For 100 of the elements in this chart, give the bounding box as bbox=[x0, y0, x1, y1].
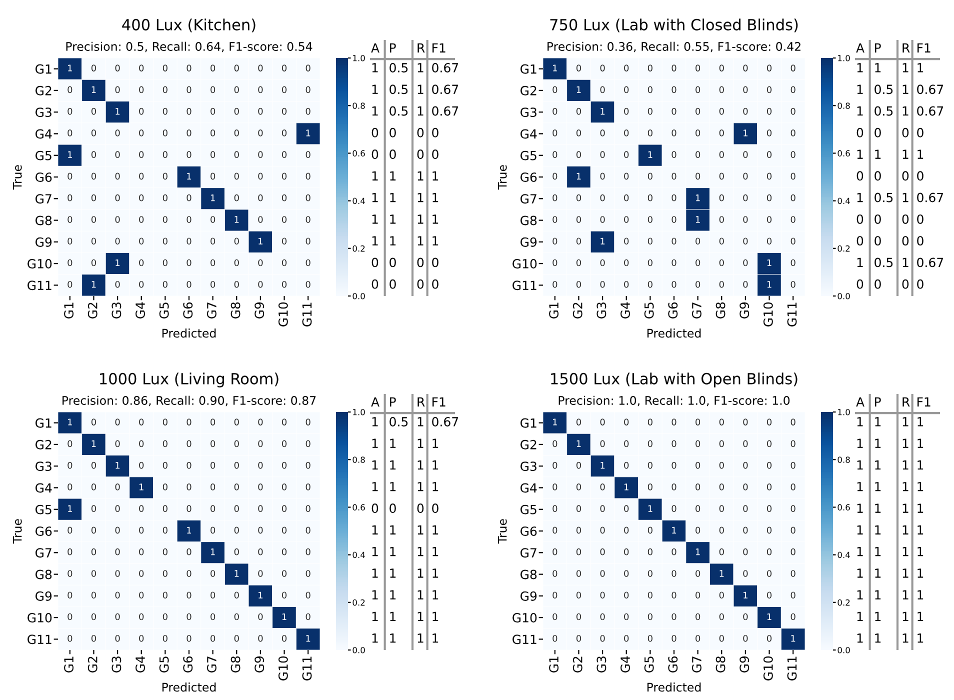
data-label: 0 bbox=[624, 280, 629, 288]
data-label: 0 bbox=[68, 194, 72, 202]
x-tick-label: G2 bbox=[572, 656, 582, 672]
data-label: 0 bbox=[576, 64, 581, 72]
data-label: 0 bbox=[600, 484, 605, 490]
text: 1 bbox=[418, 171, 424, 180]
data-label: 0 bbox=[576, 570, 581, 577]
color-bar-label: 0.6 bbox=[352, 150, 365, 156]
data-label: 0 bbox=[306, 613, 310, 620]
data-label: 0 bbox=[766, 130, 772, 136]
text: 0 bbox=[902, 214, 909, 224]
data-label: 0 bbox=[624, 505, 629, 512]
data-label: 0 bbox=[210, 280, 216, 288]
data-label: 0 bbox=[600, 570, 605, 577]
text: 0.67 bbox=[432, 416, 458, 426]
category-label: P bbox=[390, 43, 396, 52]
data-label: 0 bbox=[648, 64, 652, 72]
text: 1 bbox=[432, 482, 438, 492]
data-label: 0 bbox=[210, 64, 216, 72]
data-label: 0 bbox=[282, 526, 287, 534]
data-label: 0 bbox=[600, 86, 605, 94]
text: 1 bbox=[432, 438, 438, 448]
data-label: 0 bbox=[115, 505, 120, 512]
text: 1 bbox=[390, 525, 396, 534]
data-label: 0 bbox=[186, 216, 192, 223]
data-label: 0 bbox=[672, 613, 676, 620]
x-tick-label: G2 bbox=[88, 302, 98, 318]
data-label: 0 bbox=[282, 194, 287, 202]
data-label: 0 bbox=[672, 505, 676, 512]
text: 0 bbox=[874, 171, 881, 181]
data-label: 0 bbox=[258, 526, 263, 534]
data-label: 0 bbox=[790, 462, 796, 469]
data-label: 0 bbox=[790, 259, 796, 266]
data-label: 0 bbox=[624, 548, 629, 556]
data-label: 0 bbox=[282, 238, 287, 245]
x-tick-label: G1 bbox=[64, 656, 74, 672]
text: 1 bbox=[857, 525, 863, 534]
text: 1 bbox=[875, 63, 881, 72]
text: 1 bbox=[918, 590, 924, 600]
data-label: 0 bbox=[91, 462, 96, 469]
data-label: 0 bbox=[743, 194, 748, 202]
x-axis-title: Predicted bbox=[162, 328, 216, 338]
data-label: 0 bbox=[766, 418, 772, 426]
text: 1 bbox=[857, 84, 863, 94]
data-label: 0 bbox=[162, 440, 168, 448]
x-tick-label: G4 bbox=[136, 656, 145, 672]
text: 1 bbox=[857, 634, 863, 643]
data-label: 0 bbox=[234, 526, 239, 534]
text: 1 bbox=[902, 590, 908, 600]
y-axis-title: True bbox=[498, 165, 507, 190]
category-label: F1 bbox=[918, 397, 930, 406]
data-label: 0 bbox=[743, 484, 748, 490]
data-label: 0 bbox=[186, 130, 192, 136]
data-label: 0 bbox=[719, 172, 724, 180]
data-label: 0 bbox=[186, 259, 192, 266]
text: 1 bbox=[918, 612, 924, 621]
text: 1 bbox=[918, 417, 924, 426]
data-label: 0 bbox=[139, 259, 144, 266]
data-label: 0 bbox=[68, 570, 72, 577]
y-tick-label: G3 bbox=[520, 462, 536, 472]
data-label: 0 bbox=[648, 108, 652, 115]
text: 0 bbox=[917, 279, 924, 289]
data-label: 1 bbox=[696, 548, 700, 556]
text: 1 bbox=[875, 525, 881, 534]
data-label: 0 bbox=[576, 592, 581, 599]
data-label: 0 bbox=[648, 280, 652, 288]
text: 0 bbox=[874, 214, 881, 224]
data-label: 0 bbox=[210, 440, 216, 448]
data-label: 0 bbox=[600, 172, 605, 180]
x-tick-label: G3 bbox=[596, 656, 606, 672]
data-label: 0 bbox=[600, 613, 605, 620]
data-label: 0 bbox=[186, 570, 192, 577]
data-label: 0 bbox=[552, 280, 558, 288]
text: 1 bbox=[875, 546, 881, 556]
data-label: 0 bbox=[139, 440, 144, 448]
x-tick-label: G1 bbox=[64, 302, 74, 318]
data-label: 0 bbox=[600, 259, 605, 266]
data-label: 0 bbox=[672, 64, 676, 72]
text: 0.5 bbox=[390, 106, 408, 116]
text: 1 bbox=[418, 460, 424, 470]
data-label: 0 bbox=[306, 440, 310, 448]
data-label: 0 bbox=[552, 130, 558, 136]
x-tick-label: G6 bbox=[183, 302, 193, 318]
text: 0 bbox=[874, 128, 881, 138]
y-tick-label: G6 bbox=[36, 172, 52, 182]
data-label: 0 bbox=[648, 130, 652, 136]
data-label: 0 bbox=[624, 64, 629, 72]
text: 1 bbox=[372, 460, 378, 470]
text: 1 bbox=[418, 214, 424, 224]
data-label: 0 bbox=[743, 280, 748, 288]
y-tick-label: G9 bbox=[520, 237, 537, 247]
data-label: 1 bbox=[258, 238, 262, 244]
y-tick-label: G2 bbox=[36, 86, 52, 96]
color-bar-label: 1.0 bbox=[838, 54, 850, 62]
text: 1 bbox=[902, 106, 908, 116]
y-tick-label: G8 bbox=[36, 570, 52, 580]
data-label: 1 bbox=[187, 526, 192, 534]
color-bar-label: 1.0 bbox=[353, 54, 365, 62]
data-label: 0 bbox=[624, 634, 629, 642]
data-label: 0 bbox=[234, 548, 239, 556]
